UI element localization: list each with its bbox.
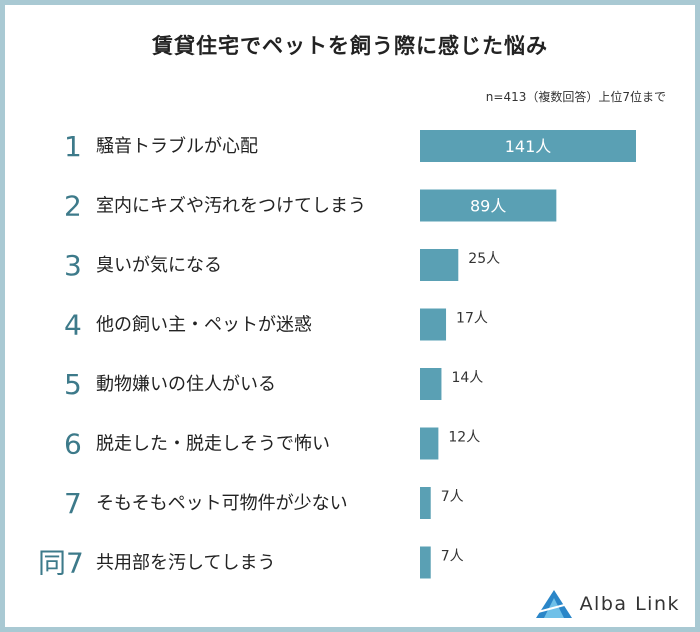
bar xyxy=(420,130,636,162)
data-label: 7人 xyxy=(441,549,464,565)
bar xyxy=(420,427,439,460)
brand-name: Alba Link xyxy=(579,593,680,615)
rank-number: 6 xyxy=(64,428,82,461)
data-label: 14人 xyxy=(451,370,483,386)
rank-number: 5 xyxy=(64,368,82,401)
rank-number: 1 xyxy=(64,130,82,163)
rank-number: 7 xyxy=(64,487,82,520)
category-label: 臭いが気になる xyxy=(96,255,222,276)
data-label: 25人 xyxy=(468,251,500,267)
rank-number: 同7 xyxy=(38,547,84,580)
chart-title: 賃貸住宅でペットを飼う際に感じた悩み xyxy=(152,34,548,58)
bar xyxy=(420,189,557,222)
category-label: 室内にキズや汚れをつけてしまう xyxy=(96,196,366,217)
brand-logo: Alba Link xyxy=(534,588,680,620)
bar xyxy=(420,487,431,519)
alba-link-logo-icon xyxy=(535,590,572,618)
bar xyxy=(420,249,459,281)
bar xyxy=(420,546,431,579)
bar xyxy=(420,368,442,400)
sample-note: n=413（複数回答）上位7位まで xyxy=(485,90,666,104)
data-label: 12人 xyxy=(448,430,480,446)
bar xyxy=(420,308,447,341)
rank-number: 4 xyxy=(64,309,82,342)
rank-number: 3 xyxy=(64,249,82,282)
category-label: 脱走した・脱走しそうで怖い xyxy=(96,434,330,455)
category-label: そもそもペット可物件が少ない xyxy=(96,493,348,514)
data-label: 7人 xyxy=(441,489,464,505)
data-label: 141人 xyxy=(505,137,552,156)
category-label: 他の飼い主・ペットが迷惑 xyxy=(96,315,312,336)
data-label: 17人 xyxy=(456,311,488,327)
category-label: 騒音トラブルが心配 xyxy=(96,135,258,157)
category-label: 動物嫌いの住人がいる xyxy=(96,374,276,395)
category-label: 共用部を汚してしまう xyxy=(96,553,275,574)
data-label: 89人 xyxy=(470,197,506,216)
rank-number: 2 xyxy=(64,190,82,223)
